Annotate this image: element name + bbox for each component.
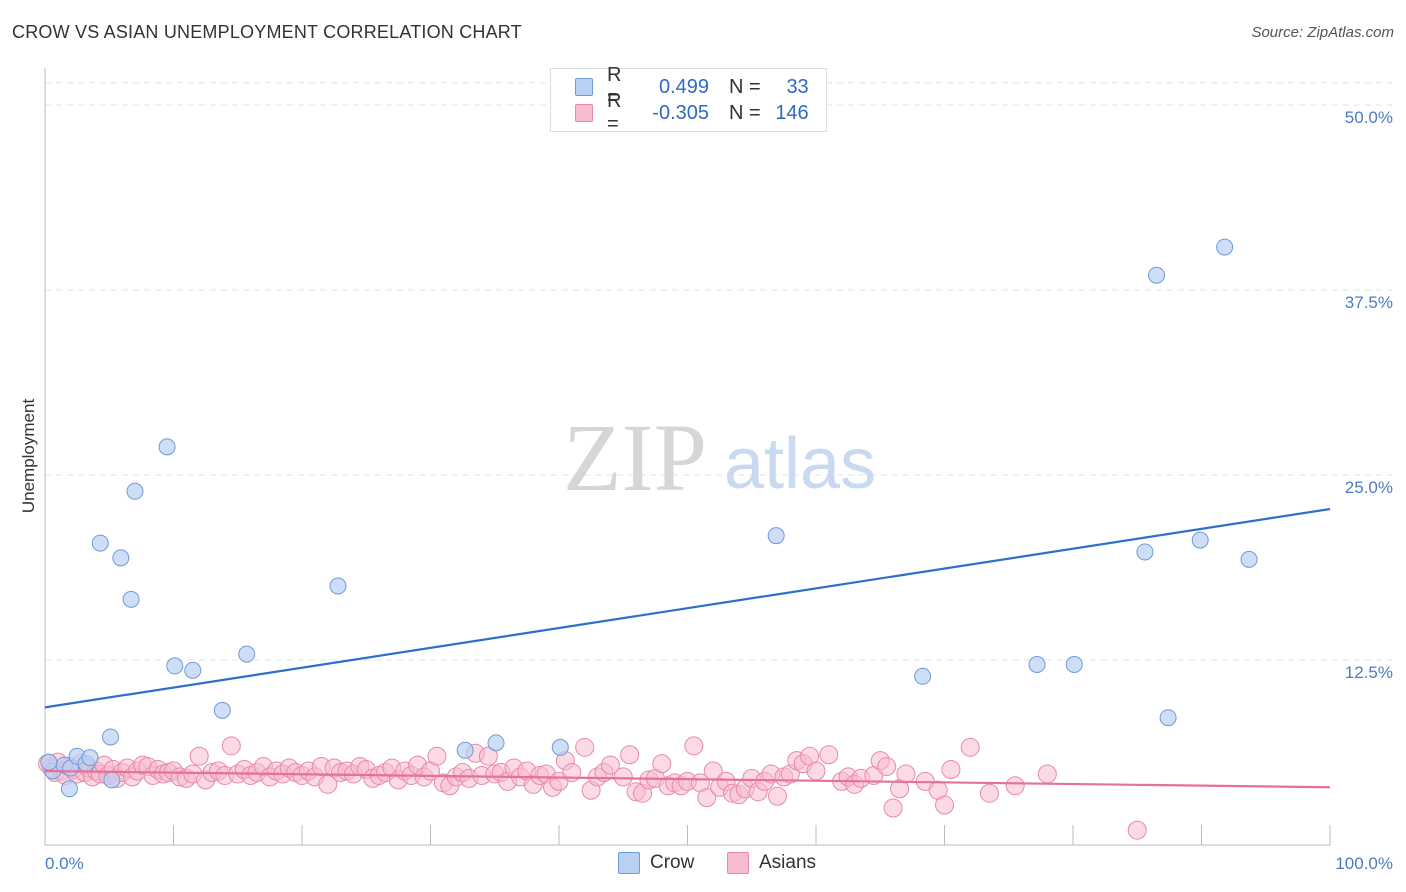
asians-point [941, 760, 961, 780]
asians-point [819, 745, 839, 765]
asians-point [1005, 776, 1025, 796]
asians-point [935, 795, 954, 815]
asians-point [684, 736, 704, 756]
asians-legend-swatch [727, 852, 749, 874]
crow-point [213, 701, 231, 719]
bottom-legend-crow: Crow [618, 852, 694, 874]
asians-trend-line [44, 769, 1331, 789]
asians-legend-label: Asians [759, 852, 817, 873]
crow-point [1240, 550, 1258, 568]
crow-point [166, 657, 184, 675]
crow-point [1216, 238, 1234, 256]
crow-point [126, 482, 144, 500]
asians-point [652, 754, 672, 774]
y-tick-label: 12.5% [1345, 663, 1393, 682]
crow-point [102, 728, 120, 746]
crow-point [1148, 266, 1166, 284]
watermark-zip: ZIP [563, 404, 707, 511]
watermark-atlas: atlas [724, 424, 876, 504]
crow-swatch [575, 78, 593, 96]
legend-n-value: 146 [775, 101, 809, 124]
y-tick-label: 50.0% [1345, 108, 1393, 127]
crow-point [1159, 709, 1177, 727]
asians-point [896, 764, 916, 784]
watermark: ZIP atlas [563, 404, 876, 511]
asians-point [427, 746, 447, 766]
asians-point [620, 745, 640, 765]
crow-point [551, 738, 569, 756]
legend-n-label: N = [729, 101, 761, 124]
data-points [38, 238, 1258, 840]
asians-point [478, 746, 498, 766]
asians-point [1037, 764, 1057, 784]
y-tick-label: 25.0% [1345, 478, 1393, 497]
legend-row-crow: R = 0.499 N = 33 [575, 64, 809, 109]
crow-point [1136, 543, 1154, 561]
legend-n-value: 33 [786, 75, 809, 98]
asians-point [767, 786, 787, 806]
bottom-legend-asians: Asians [727, 852, 816, 874]
asians-point [877, 757, 897, 777]
x-tick-label: 100.0% [1335, 854, 1393, 873]
asians-point [806, 761, 826, 781]
crow-point [1191, 531, 1209, 549]
crow-point [184, 661, 202, 679]
crow-point [40, 753, 58, 771]
asians-point [613, 767, 633, 787]
y-tick-label: 37.5% [1345, 293, 1393, 312]
y-axis-label: Unemployment [19, 399, 38, 514]
axes [44, 68, 1331, 846]
asians-point [697, 788, 717, 808]
crow-point [914, 667, 932, 685]
legend-r-value: -0.305 [652, 101, 709, 124]
crow-point [103, 771, 121, 789]
asians-swatch [575, 104, 593, 122]
crow-point [767, 527, 785, 545]
crow-point [456, 741, 474, 759]
crow-point [238, 645, 256, 663]
legend-n-label: N = [729, 75, 761, 98]
asians-point [883, 798, 903, 818]
legend-row-asians: R = -0.305 N = 146 [575, 90, 809, 135]
legend-r-value: 0.499 [658, 75, 709, 98]
asians-point [575, 737, 595, 757]
crow-point [158, 438, 176, 456]
legend-r-label: R = [607, 90, 622, 135]
crow-legend-label: Crow [650, 852, 695, 873]
crow-point [122, 590, 140, 608]
crow-point [1028, 655, 1046, 673]
asians-point [1127, 820, 1147, 840]
asians-point [221, 736, 241, 756]
source-label: Source: ZipAtlas.com [1251, 24, 1394, 41]
crow-point [329, 577, 347, 595]
asians-point [189, 746, 209, 766]
crow-point [487, 734, 505, 752]
crow-point [81, 749, 99, 767]
legend: R = 0.499 N = 33 R = -0.305 N = 146 [550, 64, 827, 135]
x-tick-label: 0.0% [45, 854, 84, 873]
crow-point [91, 534, 109, 552]
legend-r-label: R = [607, 64, 622, 109]
asians-point [979, 783, 999, 803]
crow-point [1065, 655, 1083, 673]
crow-point [60, 780, 78, 798]
grid-lines [45, 82, 1392, 661]
trend-lines [44, 507, 1331, 789]
asians-point [960, 737, 980, 757]
asians-point [600, 755, 620, 775]
chart-title: CROW VS ASIAN UNEMPLOYMENT CORRELATION C… [12, 22, 522, 42]
crow-point [112, 549, 130, 567]
crow-legend-swatch [618, 852, 640, 874]
tick-labels: 12.5% 25.0% 37.5% 50.0% 0.0% 100.0% [45, 108, 1393, 873]
crow-trend-line [44, 507, 1331, 709]
